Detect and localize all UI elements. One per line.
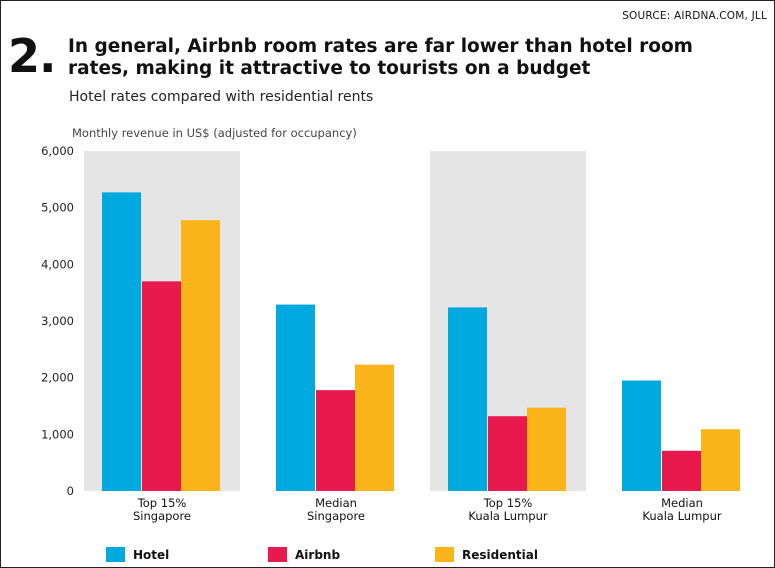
category-label-line-1: Median: [661, 496, 703, 510]
bar-hotel: [448, 307, 487, 491]
bar-residential: [527, 407, 566, 491]
headline-line-1: In general, Airbnb room rates are far lo…: [68, 36, 693, 57]
bar-hotel: [622, 380, 661, 491]
bar-airbnb: [488, 416, 527, 491]
bar-hotel: [276, 304, 315, 491]
legend-label-residential: Residential: [462, 548, 538, 562]
y-tick-label: 3,000: [41, 314, 74, 328]
category-label-line-1: Top 15%: [137, 496, 187, 510]
source-note: SOURCE: AIRDNA.COM, JLL: [622, 10, 767, 22]
bar-hotel: [102, 192, 141, 491]
bar-residential: [701, 429, 740, 491]
figure-number: 2.: [8, 29, 56, 83]
bar-residential: [181, 220, 220, 491]
bar-airbnb: [316, 390, 355, 491]
subtitle: Hotel rates compared with residential re…: [69, 89, 374, 105]
legend-swatch-airbnb: [268, 547, 287, 562]
category-label-line-2: Singapore: [307, 509, 365, 523]
bar-airbnb: [662, 450, 701, 491]
legend-swatch-residential: [435, 547, 454, 562]
y-tick-label: 4,000: [41, 257, 74, 271]
category-label-line-1: Median: [315, 496, 357, 510]
category-label-line-1: Top 15%: [483, 496, 533, 510]
y-tick-label: 6,000: [41, 144, 74, 158]
y-axis-label: Monthly revenue in US$ (adjusted for occ…: [72, 126, 357, 140]
bar-residential: [355, 364, 394, 491]
y-tick-label: 5,000: [41, 201, 74, 215]
category-label-line-2: Kuala Lumpur: [642, 509, 721, 523]
bar-airbnb: [142, 281, 181, 491]
category-label-line-2: Singapore: [133, 509, 191, 523]
headline-line-2: rates, making it attractive to tourists …: [68, 58, 591, 79]
legend-swatch-hotel: [106, 547, 125, 562]
legend-label-hotel: Hotel: [133, 548, 169, 562]
y-tick-label: 0: [67, 484, 74, 498]
headline: In general, Airbnb room rates are far lo…: [68, 36, 758, 80]
legend-label-airbnb: Airbnb: [295, 548, 340, 562]
category-label-line-2: Kuala Lumpur: [468, 509, 547, 523]
y-tick-label: 1,000: [41, 427, 74, 441]
y-tick-label: 2,000: [41, 371, 74, 385]
